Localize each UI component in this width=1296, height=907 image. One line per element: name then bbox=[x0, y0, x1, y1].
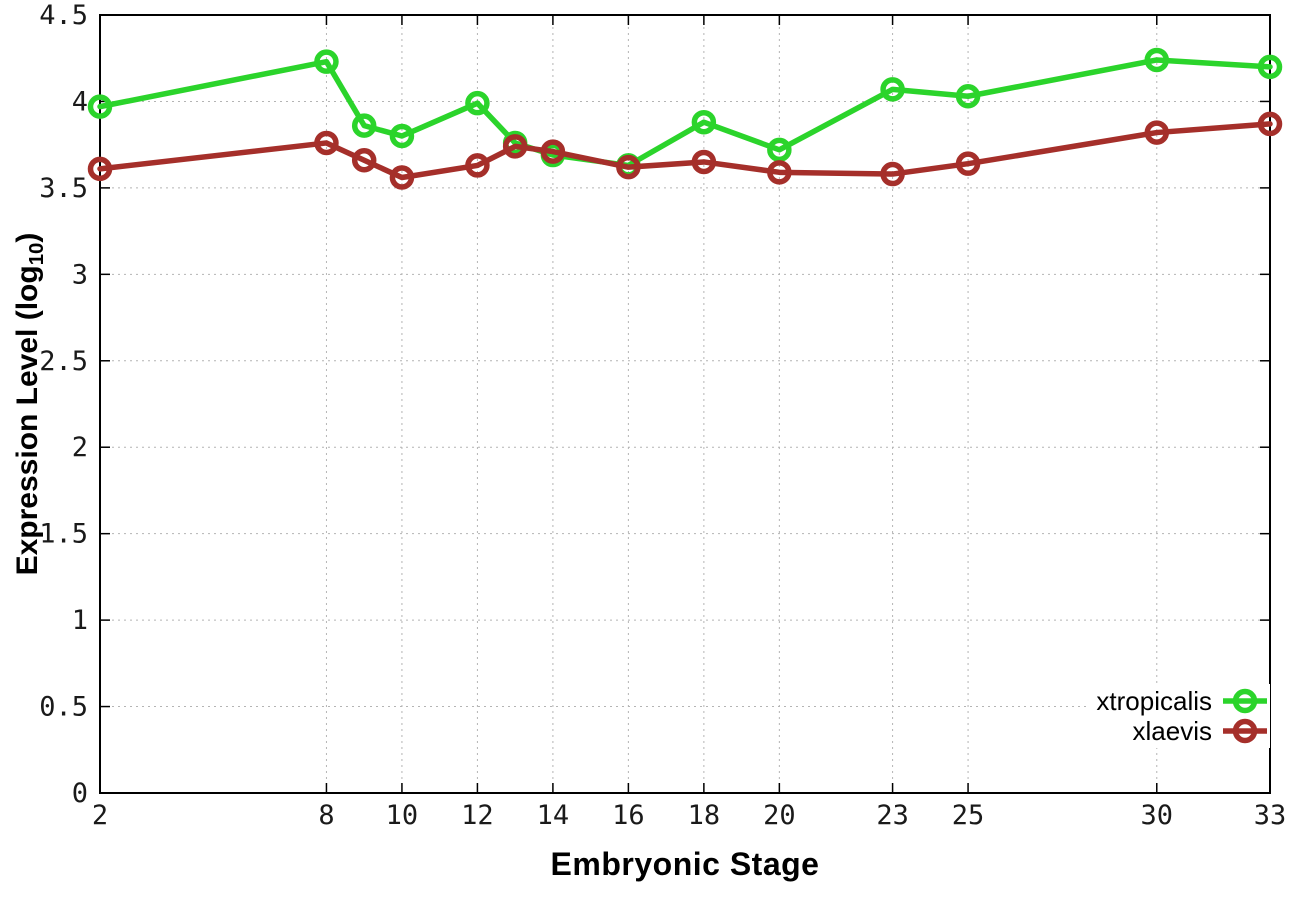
y-tick-label: 1.5 bbox=[39, 519, 88, 550]
data-point-xlaevis bbox=[540, 139, 566, 164]
data-point-xlaevis bbox=[616, 154, 641, 180]
x-tick-label: 30 bbox=[1141, 800, 1174, 831]
y-tick-label: 0.5 bbox=[39, 692, 88, 723]
x-tick-label: 20 bbox=[763, 800, 796, 831]
y-axis-label: Expression Level (log10) bbox=[6, 204, 50, 604]
data-point-xtropicalis bbox=[767, 137, 792, 163]
x-tick-label: 10 bbox=[386, 800, 419, 831]
data-point-xlaevis bbox=[87, 156, 113, 182]
data-point-xlaevis bbox=[767, 160, 792, 185]
legend-marker-xlaevis-icon bbox=[1223, 718, 1267, 744]
x-tick-label: 16 bbox=[612, 800, 645, 831]
x-tick-label: 2 bbox=[92, 800, 108, 831]
y-tick-label: 0 bbox=[72, 778, 88, 809]
x-axis-label: Embryonic Stage bbox=[550, 846, 820, 882]
data-point-xtropicalis bbox=[1144, 47, 1170, 73]
y-tick-label: 3 bbox=[72, 259, 88, 290]
x-tick-label: 33 bbox=[1254, 800, 1287, 831]
data-point-xlaevis bbox=[880, 161, 905, 187]
x-tick-label: 8 bbox=[318, 800, 334, 831]
y-axis-label-subscript: 10 bbox=[26, 242, 48, 266]
legend-label-xtropicalis: xtropicalis bbox=[1096, 685, 1212, 716]
data-point-xlaevis bbox=[314, 130, 339, 156]
data-point-xlaevis bbox=[691, 149, 717, 175]
data-point-xlaevis bbox=[465, 153, 490, 178]
y-axis-label-end: ) bbox=[11, 232, 44, 243]
data-point-xtropicalis bbox=[87, 94, 113, 119]
data-point-xtropicalis bbox=[1257, 54, 1283, 80]
legend-row-xtropicalis: xtropicalis bbox=[1096, 686, 1268, 716]
x-tick-label: 12 bbox=[461, 800, 494, 831]
data-point-xtropicalis bbox=[955, 84, 981, 109]
data-point-xtropicalis bbox=[351, 113, 377, 138]
data-point-xlaevis bbox=[502, 134, 528, 159]
x-tick-label: 14 bbox=[537, 800, 570, 831]
data-point-xlaevis bbox=[389, 165, 415, 190]
data-point-xtropicalis bbox=[880, 77, 905, 102]
data-point-xtropicalis bbox=[465, 90, 490, 116]
data-point-xlaevis bbox=[1144, 120, 1170, 145]
y-tick-label: 2 bbox=[72, 432, 88, 463]
y-tick-label: 3.5 bbox=[39, 173, 88, 204]
x-tick-label: 18 bbox=[688, 800, 721, 831]
y-axis-label-main: Expression Level (log bbox=[11, 265, 44, 576]
data-point-xlaevis bbox=[1257, 111, 1283, 137]
y-tick-label: 4.5 bbox=[39, 0, 88, 31]
data-point-xtropicalis bbox=[314, 49, 339, 74]
data-point-xtropicalis bbox=[389, 123, 415, 149]
axis-box bbox=[99, 14, 1271, 794]
legend-row-xlaevis: xlaevis bbox=[1096, 716, 1268, 746]
x-tick-label: 23 bbox=[876, 800, 909, 831]
data-point-xtropicalis bbox=[691, 109, 717, 135]
y-tick-label: 4 bbox=[72, 86, 88, 117]
y-tick-label: 1 bbox=[72, 605, 88, 636]
x-tick-label: 25 bbox=[952, 800, 985, 831]
legend-label-xlaevis: xlaevis bbox=[1132, 715, 1212, 746]
data-point-xlaevis bbox=[955, 151, 981, 176]
data-point-xlaevis bbox=[351, 147, 377, 173]
legend: xtropicalis xlaevis bbox=[1086, 684, 1270, 748]
y-tick-label: 2.5 bbox=[39, 346, 88, 377]
legend-marker-xtropicalis-icon bbox=[1223, 688, 1267, 714]
